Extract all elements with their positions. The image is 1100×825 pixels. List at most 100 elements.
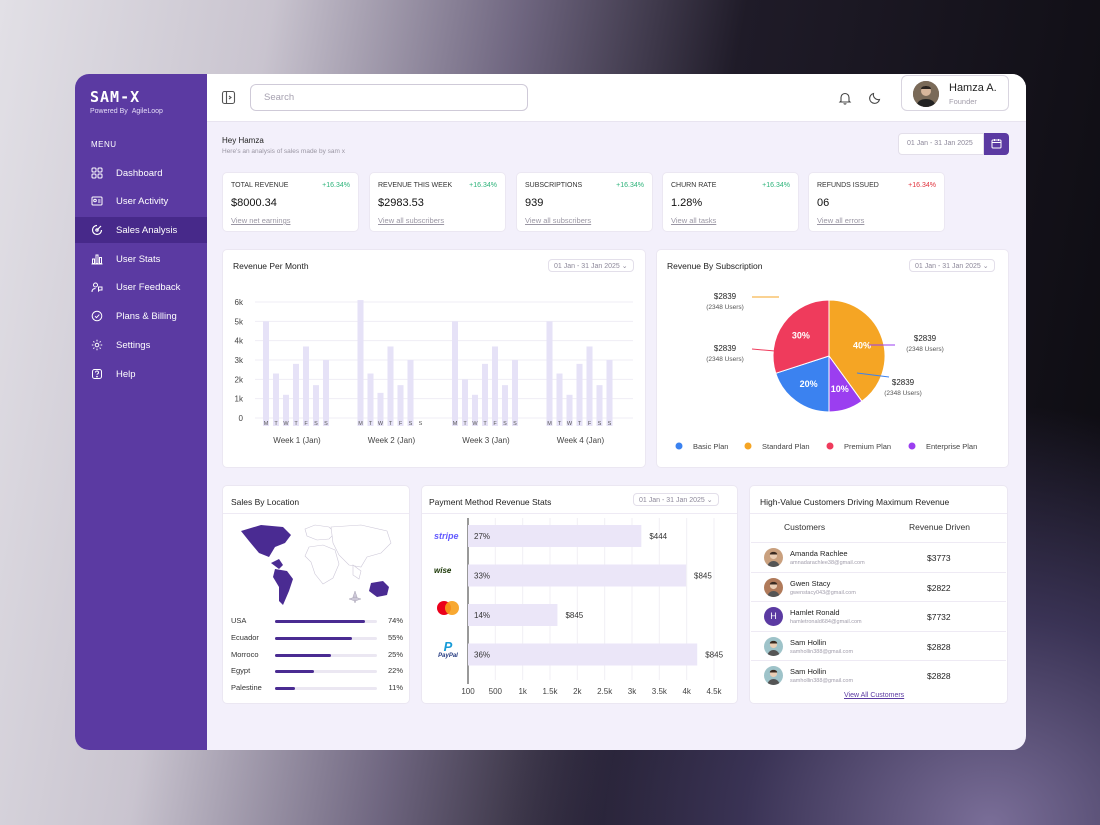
sidebar-item-user-feedback[interactable]: User Feedback: [75, 274, 207, 300]
panel-title: Payment Method Revenue Stats: [429, 497, 552, 507]
avatar: [913, 81, 939, 107]
y-tick-label: 6k: [235, 298, 244, 307]
payment-amount: $845: [694, 572, 712, 581]
sidebar-item-label: User Activity: [116, 195, 169, 207]
stat-value: $8000.34: [231, 197, 277, 209]
search-input[interactable]: [251, 85, 527, 110]
location-name: Morroco: [231, 649, 259, 659]
day-label: S: [419, 421, 423, 427]
date-filter[interactable]: 01 Jan - 31 Jan 2025 ⌄: [633, 493, 719, 506]
location-progress: [275, 687, 377, 691]
table-row[interactable]: Sam Hollin samhollin388@gmail.com $2828: [751, 660, 1006, 690]
date-filter[interactable]: 01 Jan - 31 Jan 2025 ⌄: [548, 259, 634, 272]
pie-slice: [775, 355, 830, 413]
day-label: M: [547, 421, 552, 427]
payment-amount: $444: [649, 532, 667, 541]
sidebar-item-label: User Stats: [116, 253, 161, 265]
profile-menu[interactable]: Hamza A. Founder: [901, 75, 1009, 111]
legend-dot: [908, 442, 916, 450]
sidebar-item-dashboard[interactable]: Dashboard: [75, 160, 207, 186]
day-label: T: [483, 421, 487, 427]
stat-delta: +16.34%: [322, 182, 350, 189]
app-window: SAM-X Powered By AgileLoop MENU Dashboard…: [75, 74, 1026, 750]
payment-percent: 14%: [474, 611, 490, 620]
powered-by-label: Powered By: [90, 108, 128, 115]
stat-link[interactable]: View all errors: [817, 216, 865, 225]
customer-name: Sam Hollin: [790, 637, 827, 647]
x-category-label: Week 1 (Jan): [273, 436, 321, 445]
dark-mode-icon[interactable]: [868, 91, 882, 105]
x-category-label: Week 3 (Jan): [462, 436, 510, 445]
location-progress-fill: [275, 687, 296, 691]
customer-name: Amanda Rachlee: [790, 549, 848, 558]
sidebar-item-user-activity[interactable]: User Activity: [75, 188, 207, 214]
location-row: Egypt 22%: [231, 666, 403, 678]
x-tick-label: 500: [489, 687, 503, 696]
bell-icon[interactable]: [838, 91, 852, 105]
stat-link[interactable]: View all subscribers: [378, 216, 445, 225]
stat-link[interactable]: View net earnings: [231, 216, 291, 225]
x-tick-label: 1.5k: [542, 687, 558, 696]
table-row[interactable]: Sam Hollin samhollin388@gmail.com $2828: [751, 630, 1006, 661]
stat-value: 1.28%: [671, 197, 703, 209]
location-row: Morroco 25%: [231, 650, 403, 662]
stat-link[interactable]: View all tasks: [671, 216, 717, 225]
stripe-logo: stripe: [434, 531, 459, 541]
stat-delta: +16.34%: [762, 182, 790, 189]
location-progress-fill: [275, 620, 365, 623]
x-tick-label: 3.5k: [652, 687, 668, 696]
stat-value: 939: [525, 197, 544, 209]
day-label: S: [598, 421, 602, 427]
view-all-customers-link[interactable]: View All Customers: [844, 692, 905, 699]
callout-amount: $2839: [714, 292, 737, 301]
calendar-button[interactable]: [984, 133, 1009, 155]
table-row[interactable]: H Hamlet Ronald hamletronald684@gmail.com $…: [751, 601, 1006, 631]
paypal-label: PayPal: [438, 653, 458, 659]
day-label: F: [588, 421, 592, 427]
y-tick-label: 0: [239, 414, 244, 423]
location-name: Egypt: [231, 666, 251, 676]
sidebar-item-settings[interactable]: Settings: [75, 332, 207, 358]
collapse-sidebar-icon[interactable]: [221, 90, 236, 105]
location-percent: 74%: [387, 616, 403, 625]
user-role: Founder: [949, 97, 977, 106]
date-range-picker[interactable]: 01 Jan - 31 Jan 2025: [898, 133, 984, 155]
revenue-bar: [387, 346, 394, 426]
avatar: [764, 577, 783, 597]
customer-revenue: $7732: [927, 612, 951, 623]
customer-revenue: $2828: [927, 641, 951, 652]
slice-percent-label: 40%: [853, 340, 871, 350]
stat-label: SUBSCRIPTIONS: [525, 182, 583, 189]
partner-name: AgileLoop: [131, 108, 163, 115]
search-box: [250, 84, 528, 111]
sidebar-item-plans-billing[interactable]: Plans & Billing: [75, 303, 207, 329]
day-label: W: [567, 421, 573, 427]
stat-label: REVENUE THIS WEEK: [378, 182, 453, 189]
table-row[interactable]: Amanda Rachlee amnadarachlee38@gmail.com $…: [751, 542, 1006, 572]
day-label: S: [409, 421, 413, 427]
date-filter[interactable]: 01 Jan - 31 Jan 2025 ⌄: [909, 259, 995, 272]
payment-percent: 33%: [474, 572, 490, 581]
revenue-by-subscription-card: Revenue By Subscription 01 Jan - 31 Jan …: [656, 249, 1009, 468]
callout-line: [751, 348, 776, 352]
sidebar-item-help[interactable]: Help: [75, 361, 207, 387]
bar-chart-icon: [91, 254, 103, 265]
location-progress: [275, 636, 377, 640]
customer-email: samhollin388@gmail.com: [790, 648, 854, 655]
customer-name: Sam Hollin: [790, 667, 827, 677]
sidebar-item-sales-analysis[interactable]: Sales Analysis: [75, 217, 207, 243]
stat-delta: +16.34%: [469, 182, 497, 189]
avatar: H: [764, 607, 783, 627]
table-row[interactable]: Gwen Stacy gwenstacy043@gmail.com $2822: [751, 571, 1006, 602]
day-label: T: [369, 421, 373, 427]
revenue-bar: [556, 373, 563, 426]
gear-icon: [91, 339, 103, 351]
stat-link[interactable]: View all subscribers: [525, 216, 592, 225]
sidebar-item-user-stats[interactable]: User Stats: [75, 246, 207, 272]
revenue-bar: [586, 346, 593, 426]
y-tick-label: 4k: [235, 337, 244, 346]
callout-amount: $2839: [914, 334, 937, 343]
day-label: T: [294, 421, 298, 427]
brand-logo: SAM-X: [90, 88, 141, 106]
callout-line: [856, 372, 890, 378]
